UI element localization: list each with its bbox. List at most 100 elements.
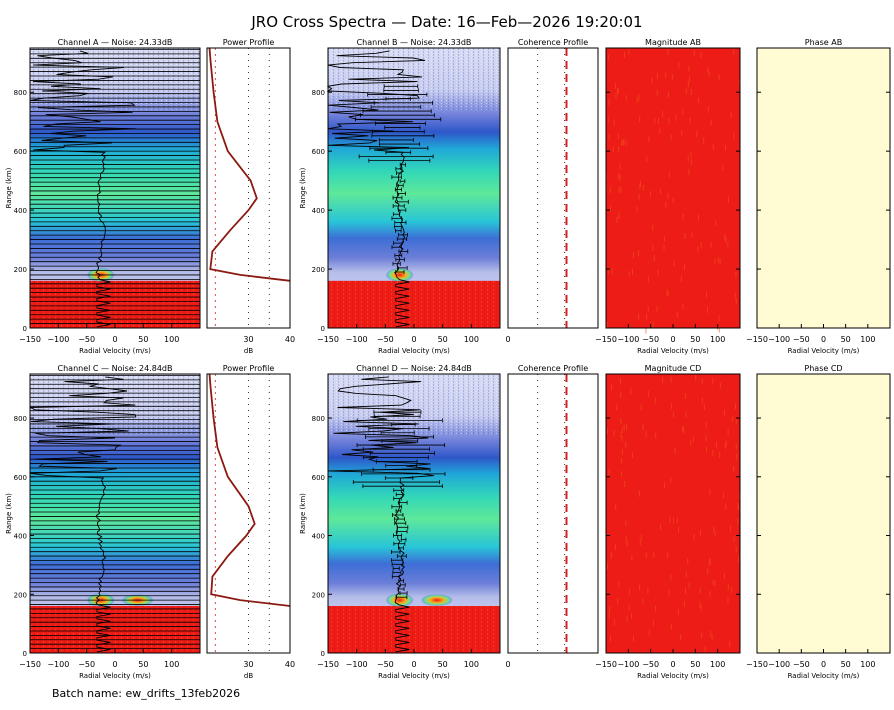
texture-speck: [705, 434, 707, 441]
x-tick-label: 100: [710, 335, 725, 344]
texture-speck: [735, 298, 737, 305]
error-bar: [397, 265, 408, 270]
texture-speck: [618, 581, 620, 588]
texture-speck: [623, 51, 625, 58]
texture-speck: [725, 144, 727, 151]
x-tick-label: 0: [112, 335, 117, 344]
x-tick-label: −150: [595, 660, 617, 669]
texture-speck: [608, 99, 610, 106]
texture-speck: [730, 112, 732, 119]
texture-speck: [708, 559, 710, 566]
y-tick-label: 0: [23, 325, 27, 333]
panel-title: Magnitude AB: [645, 38, 701, 47]
panel-title: Channel A — Noise: 24.33dB: [58, 38, 173, 47]
y-tick-label: 0: [321, 650, 325, 658]
bottom-row-panels: Channel C — Noise: 24.84dB−150 −100 −50 0 50…: [5, 364, 891, 680]
noise-texture: [30, 374, 200, 436]
error-bar: [356, 418, 443, 423]
error-bar: [379, 142, 421, 147]
texture-speck: [620, 378, 622, 385]
error-bar: [360, 113, 435, 118]
x-tick-label: −100: [47, 660, 69, 669]
x-tick-label: −50: [78, 335, 95, 344]
error-bar: [383, 88, 419, 93]
texture-speck: [618, 173, 620, 180]
y-axis-label: Range (km): [299, 493, 307, 534]
error-bar: [399, 179, 406, 184]
texture-speck: [657, 269, 659, 276]
x-tick-label: 50: [138, 660, 148, 669]
x-tick-label: −100: [617, 660, 639, 669]
x-tick-label: 50: [690, 660, 700, 669]
texture-speck: [645, 431, 647, 438]
x-tick-label: −150: [317, 335, 339, 344]
error-bar: [395, 508, 402, 513]
texture-speck: [689, 75, 691, 82]
error-bar: [396, 183, 404, 188]
texture-speck: [709, 590, 711, 597]
texture-speck: [699, 530, 701, 537]
error-bar: [395, 595, 408, 600]
cross-spectrum-fill: [757, 374, 890, 653]
texture-speck: [606, 184, 608, 191]
texture-speck: [698, 214, 700, 221]
texture-speck: [670, 403, 672, 410]
texture-speck: [670, 376, 672, 383]
texture-speck: [648, 136, 650, 143]
texture-speck: [659, 127, 661, 134]
error-bar: [358, 154, 434, 159]
x-tick-label: −50: [793, 335, 810, 344]
texture-speck: [611, 383, 613, 390]
texture-speck: [671, 74, 673, 81]
texture-speck: [738, 555, 740, 562]
y-tick-label: 800: [312, 89, 325, 97]
texture-speck: [736, 453, 738, 460]
drift-trace: [327, 376, 435, 653]
x-axis-label: Radial Velocity (m/s): [637, 347, 709, 355]
texture-speck: [709, 488, 711, 495]
clutter-region: [30, 280, 200, 328]
texture-speck: [660, 524, 662, 531]
error-bar: [391, 574, 400, 579]
texture-speck: [680, 634, 682, 641]
error-bar: [396, 529, 408, 534]
texture-speck: [735, 417, 737, 424]
error-bar: [370, 104, 422, 109]
texture-speck: [655, 432, 657, 439]
error-bar: [397, 545, 404, 550]
texture-speck: [640, 534, 642, 541]
error-bar: [397, 500, 408, 505]
error-bar: [395, 270, 405, 274]
error-bar: [399, 591, 408, 596]
texture-speck: [616, 88, 618, 95]
panel-frame: [206, 47, 291, 329]
drift-trace: [326, 50, 426, 328]
y-tick-label: 600: [312, 148, 325, 156]
top-row-panels: Channel A — Noise: 24.33dB−150 −100 −50 0 50…: [5, 38, 891, 355]
error-bar: [361, 471, 446, 476]
texture-speck: [640, 404, 642, 411]
error-bar: [362, 447, 430, 452]
x-axis-label: Radial Velocity (m/s): [378, 347, 450, 355]
texture-speck: [614, 544, 616, 551]
error-bar: [373, 410, 422, 415]
texture-speck: [612, 146, 614, 153]
texture-speck: [652, 224, 654, 231]
x-tick-label: 30: [243, 660, 253, 669]
texture-speck: [665, 72, 667, 79]
texture-speck: [701, 378, 703, 385]
error-bar: [395, 257, 405, 262]
error-bar: [373, 414, 421, 419]
texture-speck: [672, 197, 674, 204]
texture-speck: [607, 54, 609, 61]
texture-speck: [667, 552, 669, 559]
texture-speck: [688, 65, 690, 72]
texture-speck: [673, 411, 675, 418]
texture-speck: [687, 558, 689, 565]
texture-speck: [610, 635, 612, 642]
texture-speck: [703, 137, 705, 144]
texture-speck: [710, 119, 712, 126]
texture-speck: [628, 48, 630, 55]
texture-speck: [719, 451, 721, 458]
